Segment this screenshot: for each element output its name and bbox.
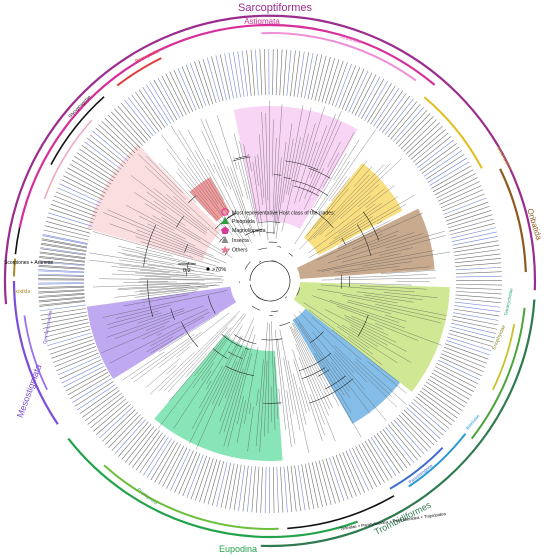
wedge-astig-left <box>87 144 222 262</box>
legend-title: Most representative Host class of the cl… <box>232 211 335 217</box>
ring-tetranychidae <box>470 307 526 440</box>
magnoliopsida-pentagon-icon <box>221 226 229 234</box>
label-brachypylina: Brachypylina <box>496 146 513 171</box>
ring-parasitengona <box>389 447 444 490</box>
pinopsida-triangle-icon <box>221 217 229 224</box>
ring-sarcoptiformes <box>3 14 537 305</box>
ring-mesostigmata <box>12 280 59 425</box>
ring-trombidiformes <box>260 299 536 548</box>
tip-labels <box>38 49 503 514</box>
label-astigmata: Astigmata <box>244 17 280 26</box>
label-scorpiones-araneae: Scorpiones + Araneae <box>4 260 54 266</box>
ring-ixodida <box>13 258 16 277</box>
ring-astig-pink <box>43 119 93 200</box>
label-tetranychidae: Tetranychidae <box>503 287 514 316</box>
wedge-bdellidae <box>292 308 401 424</box>
ring-brachypylina <box>423 96 483 169</box>
legend-item-insecta: Insecta <box>232 238 249 244</box>
scale-bar-label: 0.2 <box>183 268 191 274</box>
label-dermanyssoidea: Dermanyssoidea <box>42 310 53 345</box>
label-eupodina: Eupodina <box>219 544 257 554</box>
wedge-tetranychidae <box>293 282 450 392</box>
ring-psoroptidia <box>116 57 162 87</box>
legend-item-pinopsida: Pinopsida <box>232 219 255 225</box>
ring-astigmata <box>18 23 436 229</box>
label-ixodida: Ixodida <box>14 289 30 295</box>
label-acaridida: Acaridida <box>339 34 361 45</box>
label-sarcoptiformes: Sarcoptiformes <box>238 2 312 14</box>
legend-item-others: Others <box>232 248 248 254</box>
support-dot-icon <box>206 267 210 271</box>
insecta-bug-icon <box>221 236 229 243</box>
scale-bar: 0.2 >70% <box>178 263 226 274</box>
ring-scorp <box>14 227 21 255</box>
support-label: >70% <box>212 267 226 273</box>
legend-host-circle-icon <box>221 208 229 216</box>
others-star-icon <box>220 245 230 254</box>
ring-dermanyssoidea <box>23 315 48 391</box>
ring-bdellidae <box>408 433 467 488</box>
legend-item-magnoliopsida: Magnoliopsida <box>232 228 266 234</box>
ring-tydeoidea <box>287 495 395 530</box>
wedge-brachypylina <box>303 162 403 256</box>
ring-glycyphagidae <box>50 96 105 165</box>
ring-prostigmata <box>103 464 279 530</box>
tree-branches <box>89 100 451 453</box>
legend: Most representative Host class of the cl… <box>220 208 335 254</box>
label-prostigmata: Prostigmata <box>136 487 158 506</box>
ring-acaridida <box>261 32 417 82</box>
ring-oribatida <box>499 168 527 273</box>
ring-eupodina <box>67 437 358 539</box>
ring-eriophyidae <box>492 323 516 391</box>
clade-rings <box>3 14 537 548</box>
